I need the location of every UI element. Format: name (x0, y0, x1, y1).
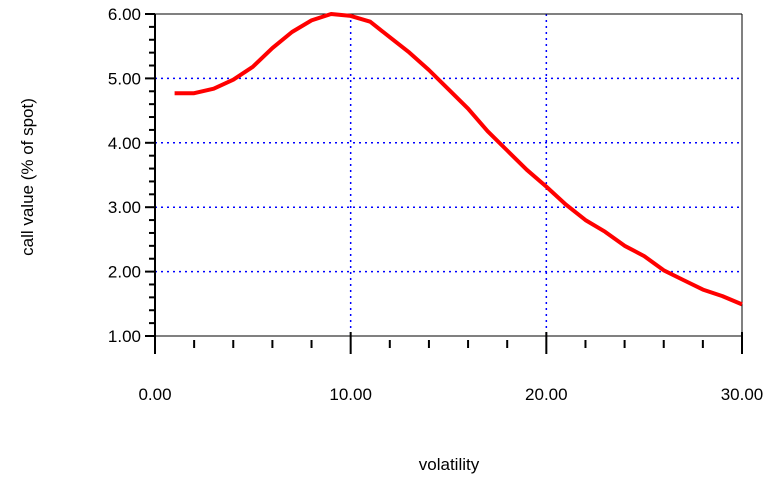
tick-labels: 1.00 2.00 3.00 4.00 5.00 6.00 0.00 10.00 20.00 30… (108, 5, 763, 404)
call-value-line (174, 12, 743, 307)
gridlines (155, 14, 742, 336)
y-tick-label: 1.00 (108, 327, 141, 346)
y-tick-label: 6.00 (108, 5, 141, 24)
x-tick-label: 20.00 (525, 385, 568, 404)
x-axis-title: volatility (419, 455, 480, 474)
y-axis-title: call value (% of spot) (18, 98, 37, 256)
y-tick-label: 4.00 (108, 134, 141, 153)
x-tick-label: 0.00 (138, 385, 171, 404)
y-tick-label: 3.00 (108, 198, 141, 217)
y-tick-label: 2.00 (108, 263, 141, 282)
x-tick-label: 10.00 (329, 385, 372, 404)
series-layer (174, 12, 743, 307)
y-tick-label: 5.00 (108, 69, 141, 88)
axes (145, 13, 743, 354)
x-tick-label: 30.00 (721, 385, 764, 404)
